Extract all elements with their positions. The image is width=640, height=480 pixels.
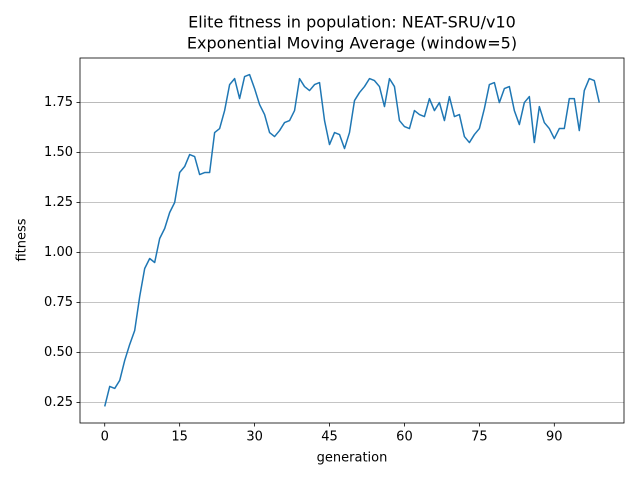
x-tick-label: 0 [101, 430, 109, 445]
y-tick-label: 1.00 [44, 245, 73, 260]
chart-title: Elite fitness in population: NEAT-SRU/v1… [188, 13, 516, 32]
y-axis-label: fitness [15, 218, 30, 261]
y-tick-label: 0.25 [44, 395, 73, 410]
plot-frame [79, 57, 625, 424]
y-tick-label: 1.25 [44, 195, 73, 210]
y-tick-label: 0.50 [44, 345, 73, 360]
chart-subtitle: Exponential Moving Average (window=5) [187, 34, 517, 53]
x-tick-label: 30 [246, 430, 263, 445]
x-tick-label: 75 [471, 430, 488, 445]
x-tick-label: 15 [171, 430, 188, 445]
x-axis-label: generation [317, 451, 388, 466]
y-tick-label: 1.75 [44, 95, 73, 110]
line-series [104, 73, 601, 407]
y-tick-label: 0.75 [44, 295, 73, 310]
x-tick-label: 45 [321, 430, 338, 445]
x-tick-label: 60 [396, 430, 413, 445]
x-tick-label: 90 [546, 430, 563, 445]
y-tick-label: 1.50 [44, 145, 73, 160]
